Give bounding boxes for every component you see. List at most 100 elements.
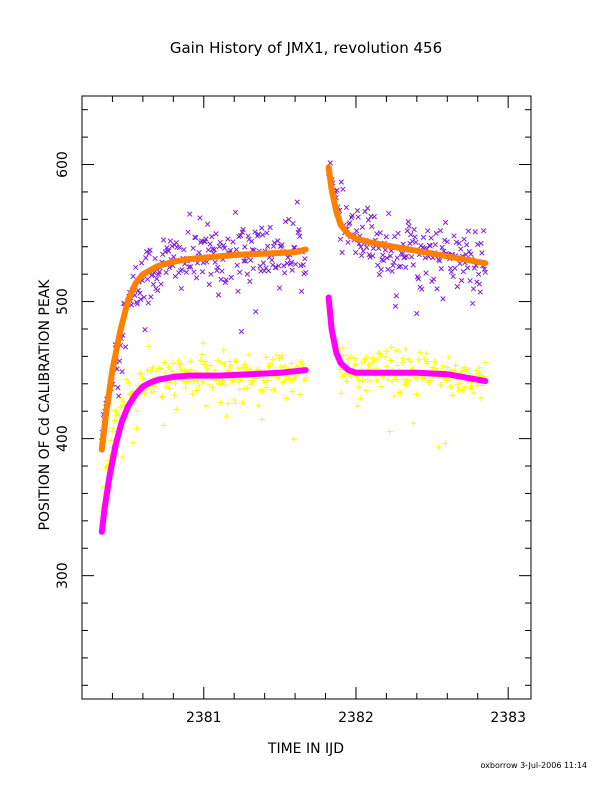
data-point: [108, 437, 115, 444]
data-point: [244, 271, 250, 277]
data-point: [289, 267, 295, 273]
data-point: [158, 393, 165, 400]
data-point: [216, 243, 223, 250]
data-point: [255, 402, 262, 409]
data-point: [242, 258, 249, 264]
data-point: [464, 242, 470, 248]
data-point: [135, 287, 141, 294]
data-point: [163, 269, 169, 276]
data-point: [243, 365, 250, 372]
data-point: [428, 235, 434, 241]
data-point: [470, 390, 477, 397]
data-point: [297, 233, 303, 239]
data-point: [239, 399, 246, 406]
data-point: [150, 281, 157, 287]
data-point: [279, 242, 285, 248]
data-point: [259, 225, 265, 231]
data-point: [419, 375, 426, 382]
data-point: [449, 392, 456, 399]
x-axis-label: TIME IN IJD: [267, 741, 344, 757]
data-point: [377, 230, 383, 236]
data-point: [362, 208, 368, 215]
data-point: [457, 260, 463, 267]
data-point: [386, 428, 393, 435]
data-point: [298, 288, 305, 294]
data-point: [369, 253, 376, 259]
data-point: [364, 205, 371, 211]
plot-frame: [81, 95, 532, 700]
data-point: [294, 199, 300, 205]
data-point: [384, 363, 391, 370]
data-point: [241, 258, 247, 264]
data-point: [162, 370, 169, 377]
data-point: [467, 278, 473, 284]
data-point: [341, 371, 348, 378]
data-point: [479, 250, 485, 256]
y-tick-label: 400: [55, 425, 71, 452]
data-point: [393, 293, 400, 299]
data-point: [339, 249, 345, 256]
data-point: [427, 243, 433, 249]
data-point: [202, 402, 209, 409]
axis-ticks: 2381 2382 2383 300 400 500 600: [55, 96, 531, 726]
data-point: [407, 358, 414, 365]
data-point: [282, 218, 289, 225]
data-point: [423, 350, 430, 357]
data-point: [201, 361, 208, 368]
data-point: [355, 384, 362, 391]
data-point: [262, 379, 269, 386]
data-point: [400, 355, 407, 362]
fit-line: [325, 294, 489, 385]
data-point: [194, 378, 201, 385]
data-point: [397, 390, 404, 397]
data-point: [206, 381, 213, 388]
data-point: [405, 219, 411, 225]
data-point: [214, 267, 220, 274]
data-point: [238, 377, 245, 384]
data-point: [110, 425, 117, 432]
data-point: [221, 245, 228, 251]
data-point: [248, 257, 254, 263]
data-point: [173, 406, 180, 413]
data-point: [144, 276, 151, 282]
data-point: [281, 377, 288, 384]
data-point: [292, 261, 299, 267]
data-point: [215, 380, 222, 387]
data-point: [224, 413, 231, 420]
data-point: [426, 377, 433, 384]
data-point: [471, 265, 477, 271]
data-point: [150, 388, 157, 395]
data-point: [122, 344, 129, 350]
data-point: [454, 283, 461, 290]
data-point: [413, 391, 420, 398]
data-point: [388, 344, 395, 351]
data-point: [176, 244, 183, 251]
data-point: [480, 228, 487, 234]
data-point: [265, 268, 272, 274]
data-point: [269, 356, 276, 363]
fit-line: [98, 367, 309, 535]
data-point: [246, 351, 253, 358]
data-point: [160, 422, 167, 429]
data-point: [252, 375, 259, 382]
data-point: [203, 365, 210, 372]
fit-line: [325, 164, 489, 267]
data-point: [442, 237, 448, 243]
data-point: [177, 366, 184, 373]
data-point: [156, 269, 162, 275]
data-point: [440, 296, 446, 302]
x-tick-label: 2383: [490, 710, 526, 726]
data-point: [171, 392, 178, 399]
data-point: [419, 286, 425, 292]
data-point: [429, 364, 436, 371]
data-point: [143, 249, 150, 255]
data-point: [193, 235, 199, 241]
data-point: [409, 238, 416, 245]
data-point: [235, 378, 242, 385]
data-point: [141, 390, 148, 397]
data-point: [340, 186, 346, 192]
data-point: [199, 269, 206, 275]
data-point: [365, 362, 372, 369]
data-point: [261, 268, 267, 274]
data-point: [167, 238, 173, 244]
